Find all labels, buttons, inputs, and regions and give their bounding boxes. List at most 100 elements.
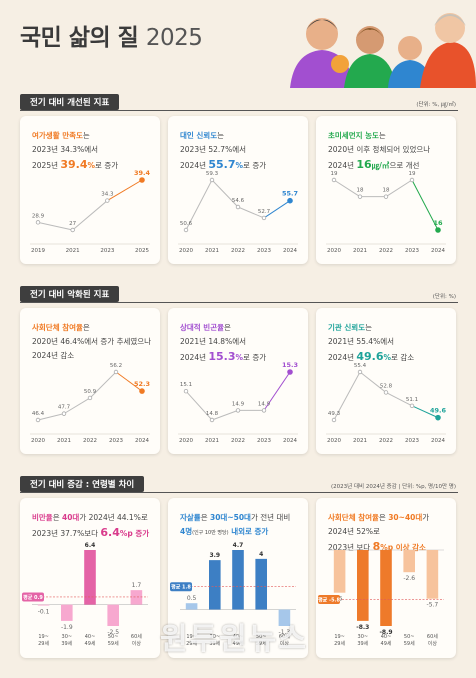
bar-chart-participation-age: -519~29세-8.330~39세-8.940~49세-2.650~59세-5…: [318, 549, 444, 647]
data-label: 1.7: [132, 582, 142, 589]
data-point: [409, 403, 415, 409]
section-header-age: 전기 대비 증감 : 연령별 차이: [20, 476, 145, 492]
data-label: 28.9: [32, 213, 45, 219]
card-interpersonal-trust: 대인 신뢰도는 2023년 52.7%에서 2024년 55.7%로 증가 50…: [168, 116, 308, 264]
bar: [426, 550, 439, 599]
x-tick-label: 이상: [132, 640, 142, 647]
data-label: 19: [409, 171, 416, 177]
average-label: 평균 -5.8: [318, 597, 340, 604]
series-segment: [185, 390, 213, 421]
card-text: 은: [82, 323, 90, 332]
data-label: 39.4: [134, 169, 151, 177]
x-tick-label: 2025: [135, 248, 149, 254]
card-key: 사회단체 참여율: [32, 323, 83, 332]
card-text: 2023년 37.7%보다: [32, 529, 101, 538]
card-text: 2025년: [32, 161, 61, 170]
bar: [232, 550, 244, 610]
data-label: 52.8: [380, 383, 393, 389]
x-tick-label: 2021: [353, 438, 367, 444]
card-line1: 사회단체 참여율은: [32, 322, 90, 333]
section-header-improved: 전기 대비 개선된 지표: [20, 94, 120, 110]
card-line3: 2023년 보다 8%p 이상 감소: [328, 540, 426, 553]
data-label: 52.3: [134, 380, 150, 388]
card-text: 로 증가: [243, 161, 267, 170]
line-chart-participation: 46.4 2020 47.7 2021 50.9 2022 56.2 2023 52.3 2024: [30, 363, 150, 444]
card-obesity: 비만율은 40대가 2024년 44.1%로 2023년 37.7%보다 6.4…: [20, 498, 160, 658]
card-unit: %: [87, 161, 96, 170]
card-line1: 여가생활 만족도는: [32, 130, 90, 141]
data-label: 18: [383, 188, 390, 194]
card-text: 가: [422, 513, 430, 522]
bar: [380, 550, 392, 626]
series-segment: [411, 405, 439, 419]
line-chart-poverty: 15.1 2020 14.8 2021 14.9 2022 14.9 2023 15.3 2024: [178, 361, 298, 444]
line-chart-dust: 19 2020 18 2021 18 2022 19 2023 16 2024: [326, 171, 446, 254]
card-line2: 2021년 14.8%에서: [180, 337, 246, 346]
x-tick-label: 2023: [100, 248, 114, 254]
bar: [255, 558, 267, 610]
x-tick-label: 2022: [83, 438, 97, 444]
data-point: [139, 388, 145, 394]
card-key: 30대~50대: [210, 513, 251, 522]
data-label: 14.9: [232, 401, 245, 407]
average-label: 평균 1.8: [171, 584, 191, 591]
data-label: 47.7: [58, 405, 71, 411]
x-tick-label: 2021: [57, 438, 71, 444]
card-text: 2024년: [180, 353, 209, 362]
card-line2: 2020년 46.4%에서 증가 추세였으나: [32, 337, 152, 346]
line-chart-leisure: 28.9 2019 27 2021 34.3 2023 39.4 2025: [30, 169, 151, 254]
card-unit: %p 증가: [119, 529, 150, 538]
card-text: 로 감소: [391, 353, 415, 362]
data-point: [209, 177, 215, 183]
x-tick-label: 2023: [405, 438, 419, 444]
x-tick-label: 2022: [379, 438, 393, 444]
card-big-value: 16: [356, 158, 372, 171]
card-text: 2023년 보다: [328, 543, 373, 552]
data-label: 52.7: [258, 209, 271, 215]
card-line2: 4명(인구 10만 명당) 내외로 증가: [180, 526, 268, 537]
card-line1: 상대적 빈곤율은: [180, 322, 231, 333]
x-tick-label: 2022: [231, 248, 245, 254]
card-text: 은: [224, 323, 231, 332]
card-unit: %: [383, 353, 392, 362]
data-label: 18: [357, 188, 364, 194]
data-point: [331, 177, 337, 183]
bar-chart-suicide: 0.5 19~29세 3.9 30~39세 4.7 40~49세 4 50~59세 -1.360…: [170, 542, 296, 647]
card-unit: %p 이상 감소: [380, 543, 426, 552]
average-badge: [318, 595, 340, 605]
section-unit: (단위: %): [432, 294, 456, 300]
data-label: 15.3: [282, 361, 298, 369]
data-label: 19: [331, 171, 338, 177]
data-label: 55.4: [354, 363, 367, 369]
x-tick-label: 19~: [186, 634, 197, 640]
x-tick-label: 2023: [405, 248, 419, 254]
x-tick-label: 40~: [85, 634, 96, 640]
series-segment: [89, 371, 117, 399]
data-label: -0.1: [38, 609, 50, 616]
card-big-value: 55.7: [208, 158, 236, 171]
x-tick-label: 59세: [404, 640, 415, 647]
data-label: -8.9: [379, 629, 392, 636]
section-unit: (단위: %, ㎍/㎥): [416, 102, 456, 108]
card-text: 는: [217, 131, 225, 140]
card-key: 40대: [62, 513, 80, 522]
x-tick-label: 2024: [135, 438, 149, 444]
x-tick-label: 2024: [283, 248, 297, 254]
card-key: 상대적 빈곤율: [180, 323, 225, 332]
series-segment: [411, 179, 439, 231]
card-line2: 2024년 52%로: [328, 527, 380, 536]
data-label: 50.9: [84, 389, 97, 395]
card-line2: 2023년 52.7%에서: [180, 145, 246, 154]
series-segment: [72, 200, 108, 231]
x-tick-label: 40~: [233, 634, 244, 640]
data-point: [61, 411, 67, 416]
average-badge: [170, 582, 192, 592]
card-key: 내외로 증가: [228, 527, 269, 536]
x-tick-label: 2020: [179, 248, 193, 254]
card-text: 으로 개선: [389, 161, 420, 170]
data-point: [35, 417, 41, 423]
data-label: 59.3: [206, 171, 219, 177]
data-point: [261, 408, 267, 413]
data-label: 46.4: [32, 411, 45, 417]
